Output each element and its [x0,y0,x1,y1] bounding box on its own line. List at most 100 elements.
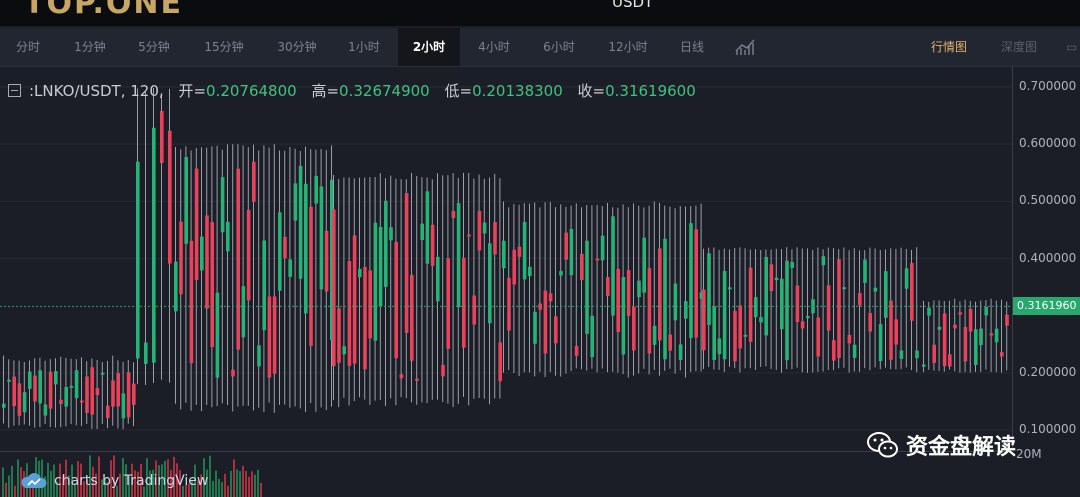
candle-body [842,287,846,290]
volume-bar [245,471,247,497]
timeframe-tab[interactable]: 5分钟 [138,40,170,54]
candle-body [100,372,105,375]
candle-body [352,235,357,364]
fullscreen-icon[interactable]: ▭ [1066,40,1078,54]
candle-body [707,253,711,325]
candle-body [451,211,456,218]
volume-bar [116,485,118,497]
chart-toolbar: 分时 1分钟 5分钟 15分钟 30分钟 1小时 2小时 4小时 6小时 12小… [0,28,1080,67]
volume-bar [80,463,82,497]
candle-body [748,267,753,342]
exchange-logo[interactable]: TOP.ONE [24,0,183,21]
volume-bar [53,464,55,497]
candle-body [979,328,983,346]
candle-body [554,316,558,344]
candle-body [528,266,532,277]
volume-bar [182,485,184,497]
volume-bar [257,469,259,497]
candle-body [38,370,42,404]
candle-body [246,209,251,301]
candle-body [621,277,626,355]
volume-bar [224,473,226,497]
volume-bar [203,458,205,497]
candle-body [430,224,435,266]
volume-bar [44,476,46,497]
timeframe-tab[interactable]: 分时 [15,40,40,54]
timeframe-tab[interactable]: 1分钟 [74,40,106,54]
candle-body [673,283,678,321]
volume-bar [86,479,88,497]
candle-body [806,316,810,319]
candle-body [847,334,852,344]
timeframe-tab[interactable]: 1小时 [348,40,380,54]
candle-body [974,329,978,365]
collapse-icon[interactable] [8,84,21,97]
candle-body [179,221,183,295]
volume-bar [248,476,250,497]
candle-body [144,342,148,364]
candle-body [337,308,341,363]
timeframe-tab[interactable]: 4小时 [478,40,510,54]
watermark: 资金盘解读 [866,430,1016,466]
candle-body [205,215,209,309]
kline-view-tab[interactable]: 行情图 [931,40,968,54]
volume-bar [251,471,253,497]
candle-body [769,264,774,292]
candle-body [764,257,768,336]
volume-bar [17,459,19,497]
candle-body [441,364,445,377]
candle-body [111,380,115,407]
timeframe-tab-active[interactable]: 2小时 [398,28,460,66]
candle-body [858,293,862,306]
candle-body [942,313,947,367]
volume-bar [92,466,94,497]
candle-body [564,232,568,260]
chart-area[interactable]: 0.700000 0.600000 0.500000 0.400000 0.200000… [0,67,1080,497]
candle-body [759,317,763,323]
volume-bar [11,465,13,497]
candle-body [319,186,324,290]
candle-body [868,312,872,332]
volume-bar [125,464,127,497]
volume-bar [209,455,211,497]
volume-bar [14,485,16,497]
timeframe-tab[interactable]: 6小时 [543,40,575,54]
ohlc-legend: :LNKO/USDT, 120, 开=0.20764800 高=0.326749… [8,80,696,101]
volume-bar [215,470,217,497]
timeframe-tab[interactable]: 日线 [679,40,704,54]
chart-type-icon[interactable] [734,36,758,56]
candle-body [378,226,383,307]
timeframe-tab[interactable]: 30分钟 [277,40,317,54]
volume-bar [62,475,64,497]
candle-body [22,392,27,413]
candle-body [580,253,584,281]
candle-body [467,234,471,237]
candlestick-plot[interactable] [0,67,1013,450]
volume-bar [113,455,115,497]
candle-body [121,393,126,419]
timeframe-tab[interactable]: 15分钟 [204,40,244,54]
candle-body [267,296,272,378]
candle-body [462,257,466,348]
candle-body [989,333,994,336]
volume-bar [68,475,70,497]
tradingview-badge[interactable]: charts by TradingView [20,470,208,492]
candle-body [152,127,156,363]
volume-bar [98,456,100,497]
candle-body [132,383,136,405]
tradingview-cloud-icon [21,473,47,488]
candle-body [863,259,867,283]
volume-bar [200,474,202,497]
volume-pane [0,451,1012,497]
timeframe-tab[interactable]: 12小时 [608,40,648,54]
depth-view-tab[interactable]: 深度图 [1001,40,1038,54]
candle-body [373,222,378,341]
volume-axis-label: 20M [1016,447,1042,461]
candle-body [241,286,246,338]
candle-body [837,259,841,358]
candle-body [894,319,898,345]
candle-body [543,290,548,354]
candle-body [647,268,652,354]
price-axis[interactable]: 0.700000 0.600000 0.500000 0.400000 0.200000… [1013,67,1080,496]
candle-body [314,175,318,204]
